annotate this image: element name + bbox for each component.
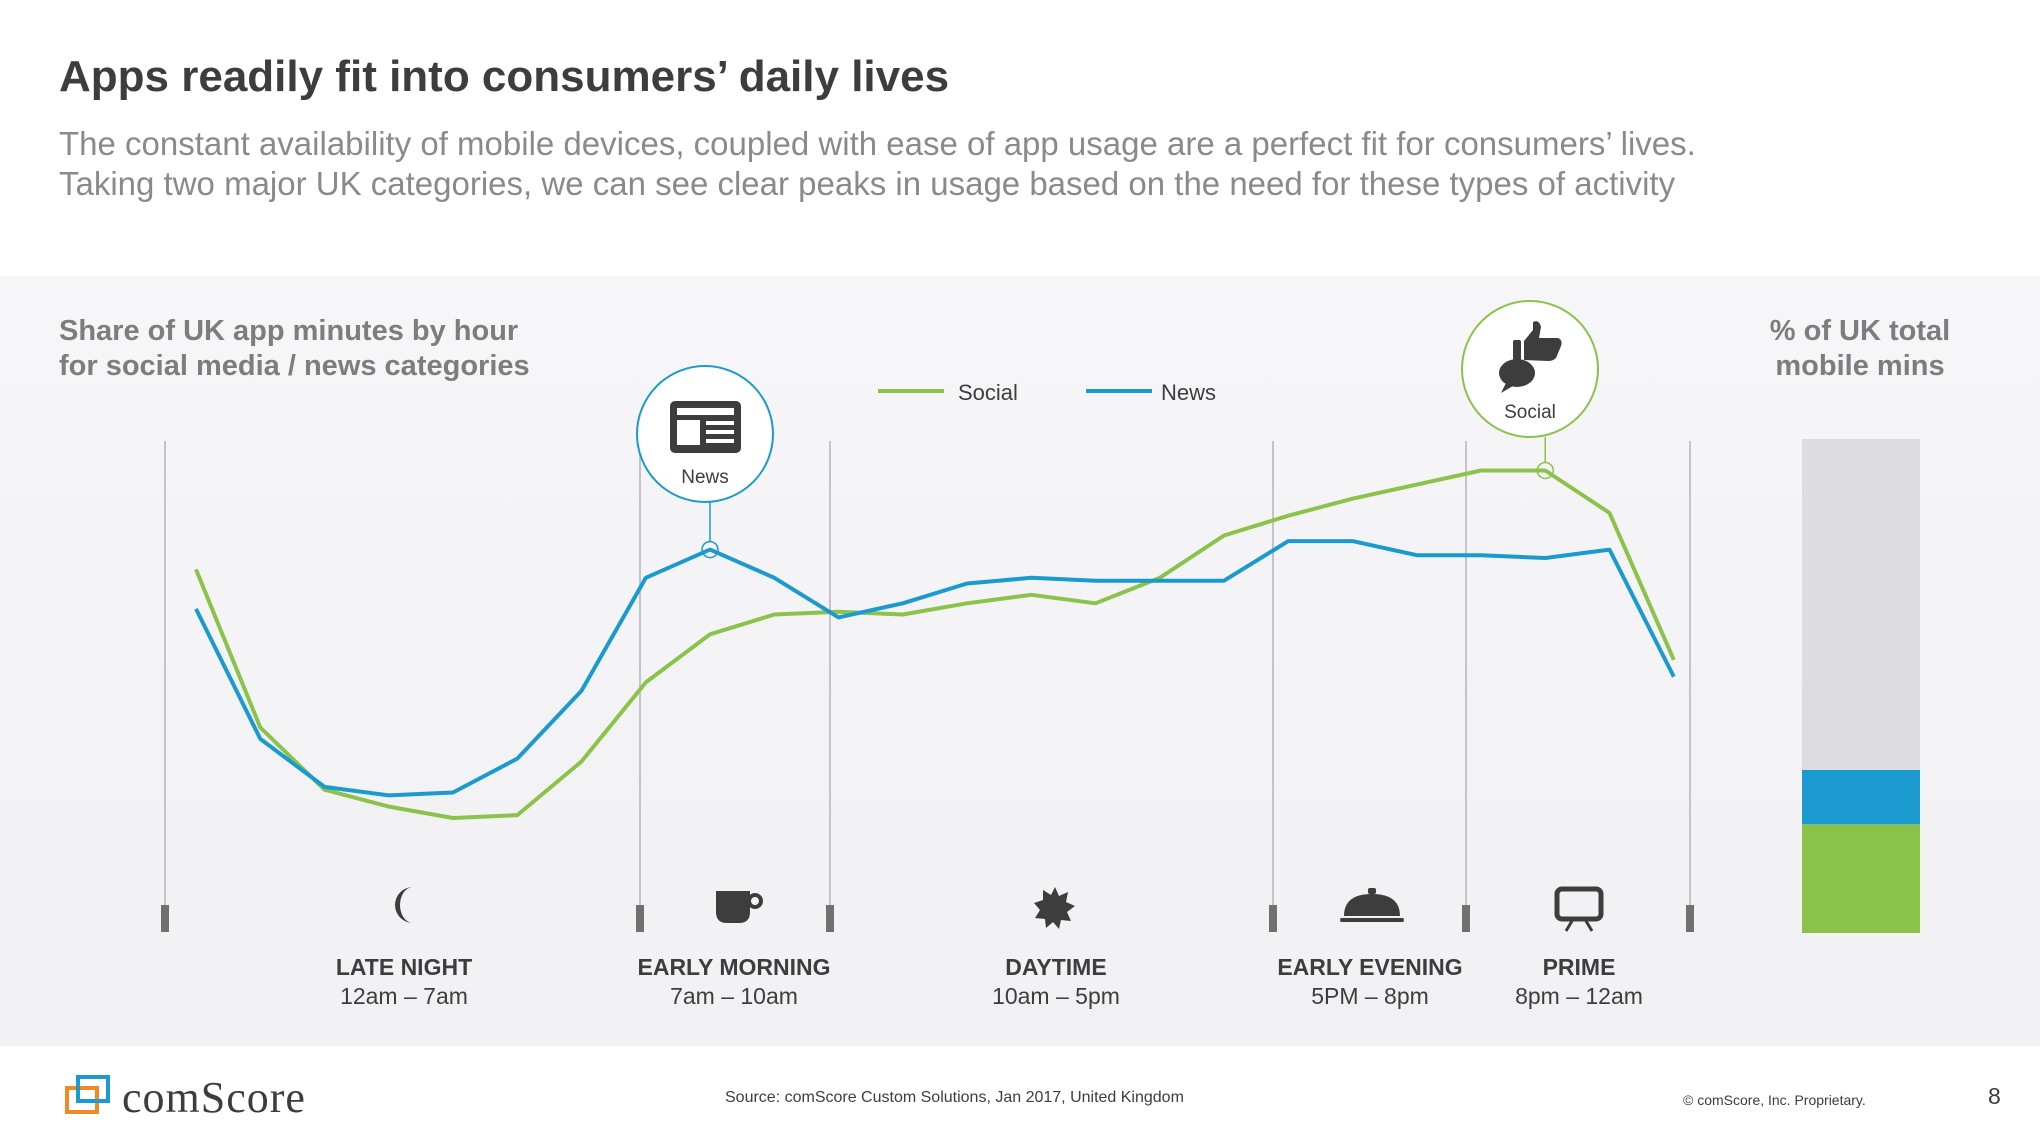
newspaper-icon	[670, 401, 741, 453]
news-callout: News	[636, 365, 774, 559]
page-subtitle: The constant availability of mobile devi…	[59, 124, 1959, 204]
series-lines	[194, 468, 1676, 820]
chart-heading-line: Share of UK app minutes by hour	[59, 315, 519, 347]
daypart-late-night: LATE NIGHT 12am – 7am	[274, 953, 534, 1011]
daypart-dividers	[161, 441, 1694, 932]
divider-10am-tick	[826, 905, 834, 932]
divider-7am-tick	[636, 905, 644, 932]
legend-label-social: Social	[958, 380, 1018, 405]
divider-12am-tick	[161, 905, 169, 932]
daypart-range: 5PM – 8pm	[1311, 983, 1429, 1009]
moon-icon	[395, 887, 413, 923]
bar-heading-line: mobile mins	[1775, 350, 1945, 382]
coffee-cup-icon	[716, 891, 763, 923]
cloche-icon	[1340, 888, 1404, 922]
daypart-name: EARLY EVENING	[1277, 954, 1463, 980]
series-line-news	[194, 539, 1676, 798]
sun-icon	[1034, 887, 1075, 929]
legend-label-news: News	[1161, 380, 1216, 405]
series-line-social	[194, 468, 1676, 820]
daypart-early-evening: EARLY EVENING 5PM – 8pm	[1240, 953, 1500, 1011]
daypart-prime: PRIME 8pm – 12am	[1449, 953, 1709, 1011]
source-note: Source: comScore Custom Solutions, Jan 2…	[725, 1089, 1184, 1106]
tv-icon	[1554, 886, 1604, 932]
daypart-name: DAYTIME	[1005, 954, 1107, 980]
social-peak-marker	[1536, 461, 1554, 480]
chart-panel	[0, 276, 2040, 1046]
share-segment-other	[1802, 439, 1920, 770]
comscore-wordmark: comScore	[122, 1073, 306, 1122]
subtitle-line: Taking two major UK categories, we can s…	[59, 165, 1676, 202]
divider-12am-end-tick	[1686, 905, 1694, 932]
daypart-name: EARLY MORNING	[637, 954, 831, 980]
social-callout: Social	[1461, 300, 1599, 480]
thumbs-up-chat-icon	[1499, 321, 1562, 393]
daypart-range: 10am – 5pm	[992, 983, 1120, 1009]
social-callout-label: Social	[1504, 402, 1556, 423]
share-stacked-bar	[1802, 439, 1920, 933]
page-number: 8	[1988, 1083, 2001, 1109]
page-title: Apps readily fit into consumers’ daily l…	[59, 52, 950, 101]
daypart-range: 7am – 10am	[670, 983, 798, 1009]
copyright-note: © comScore, Inc. Proprietary.	[1683, 1092, 1866, 1108]
bar-heading: % of UK total mobile mins	[1740, 314, 1980, 384]
daypart-name: LATE NIGHT	[335, 954, 473, 980]
divider-5pm-tick	[1269, 905, 1277, 932]
news-callout-label: News	[681, 467, 729, 488]
daypart-early-morning: EARLY MORNING 7am – 10am	[604, 953, 864, 1011]
chart-heading: Share of UK app minutes by hour for soci…	[59, 314, 530, 384]
share-segment-social	[1802, 824, 1920, 933]
share-segment-news	[1802, 770, 1920, 825]
bar-heading-line: % of UK total	[1769, 315, 1951, 347]
news-peak-marker	[701, 540, 719, 559]
subtitle-line: The constant availability of mobile devi…	[59, 125, 1696, 162]
daypart-daytime: DAYTIME 10am – 5pm	[926, 953, 1186, 1011]
daypart-name: PRIME	[1542, 954, 1616, 980]
chart-heading-line: for social media / news categories	[59, 350, 530, 382]
chart-legend: Social News	[878, 380, 1216, 405]
divider-8pm-tick	[1462, 905, 1470, 932]
daypart-range: 8pm – 12am	[1515, 983, 1643, 1009]
comscore-logo-icon	[65, 1075, 110, 1114]
daypart-range: 12am – 7am	[340, 983, 468, 1009]
